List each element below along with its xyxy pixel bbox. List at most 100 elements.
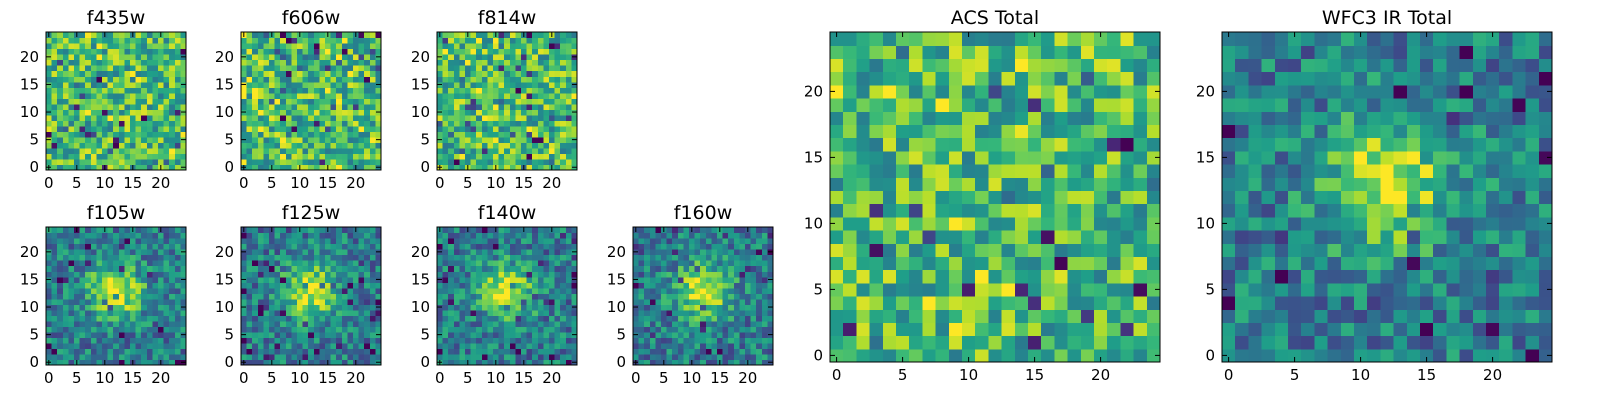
heatmap-cell	[336, 337, 343, 344]
heatmap-cell	[869, 282, 884, 297]
heatmap-cell	[526, 249, 533, 256]
heatmap-cell	[113, 243, 120, 250]
heatmap-cell	[107, 359, 114, 366]
heatmap-cell	[509, 32, 516, 39]
heatmap-cell	[649, 315, 656, 322]
heatmap-cell	[375, 142, 382, 149]
heatmap-cell	[481, 249, 488, 256]
heatmap-cell	[689, 326, 696, 333]
heatmap-cell	[158, 342, 165, 350]
heatmap-cell	[347, 54, 354, 61]
heatmap-cell	[1001, 335, 1016, 350]
heatmap-cell	[263, 65, 270, 72]
heatmap-cell	[280, 114, 287, 121]
heatmap-cell	[358, 43, 365, 50]
heatmap-cell	[269, 120, 276, 127]
heatmap-cell	[515, 120, 522, 127]
heatmap-cell	[118, 164, 125, 171]
heatmap-cell	[51, 147, 58, 155]
heatmap-cell	[364, 293, 371, 300]
heatmap-cell	[722, 232, 729, 239]
heatmap-cell	[532, 136, 539, 143]
heatmap-cell	[543, 59, 550, 66]
heatmap-cell	[655, 342, 662, 350]
heatmap-cell	[543, 254, 550, 261]
heatmap-cell	[274, 265, 281, 272]
heatmap-cell	[274, 359, 281, 366]
heatmap-cell	[459, 70, 466, 77]
heatmap-cell	[308, 32, 315, 39]
heatmap-cell	[672, 331, 679, 338]
heatmap-cell	[341, 298, 348, 305]
heatmap-cell	[672, 276, 679, 283]
heatmap-cell	[560, 147, 567, 155]
heatmap-cell	[135, 276, 142, 283]
heatmap-cell	[633, 298, 640, 305]
heatmap-cell	[644, 331, 651, 338]
heatmap-cell	[85, 109, 92, 116]
heatmap-cell	[325, 98, 332, 105]
heatmap-cell	[46, 309, 53, 316]
heatmap-cell	[280, 265, 287, 272]
heatmap-cell	[705, 287, 712, 294]
heatmap-cell	[739, 287, 746, 294]
heatmap-cell	[353, 293, 360, 300]
heatmap-cell	[146, 54, 153, 61]
heatmap-cell	[470, 125, 477, 132]
heatmap-cell	[705, 309, 712, 316]
heatmap-cell	[560, 232, 567, 239]
heatmap-cell	[565, 164, 572, 171]
heatmap-cell	[515, 109, 522, 116]
heatmap-cell	[274, 125, 281, 132]
heatmap-cell	[756, 282, 763, 289]
heatmap-cell	[85, 153, 92, 160]
heatmap-cell	[74, 304, 81, 311]
heatmap-cell	[158, 76, 165, 83]
heatmap-cell	[470, 232, 477, 239]
heatmap-cell	[257, 337, 264, 344]
heatmap-cell	[347, 76, 354, 83]
heatmap-cell	[347, 37, 354, 44]
heatmap-cell	[521, 276, 528, 283]
heatmap-cell	[353, 287, 360, 294]
heatmap-cell	[130, 353, 137, 361]
heatmap-cell	[1094, 322, 1108, 337]
heatmap-cell	[85, 142, 92, 149]
heatmap-cell	[364, 243, 371, 250]
heatmap-cell	[948, 282, 963, 297]
heatmap-cell	[130, 125, 137, 132]
heatmap-cell	[146, 103, 153, 110]
heatmap-cell	[532, 142, 539, 149]
heatmap-cell	[302, 249, 309, 256]
heatmap-cell	[141, 158, 148, 166]
x-tick-label: 20	[346, 174, 365, 192]
heatmap-cell	[113, 147, 120, 155]
heatmap-cell	[672, 353, 679, 361]
heatmap-cell	[504, 282, 511, 289]
heatmap-cell	[537, 232, 544, 239]
heatmap-cell	[280, 315, 287, 322]
heatmap-cell	[543, 304, 550, 311]
heatmap-cell	[453, 353, 460, 361]
heatmap-cell	[252, 238, 259, 245]
heatmap-cell	[481, 109, 488, 116]
heatmap-cell	[896, 177, 910, 191]
panel-title: f160w	[674, 202, 733, 224]
heatmap-cell	[470, 326, 477, 333]
heatmap-cell	[700, 337, 707, 344]
heatmap-cell	[347, 353, 354, 361]
heatmap-cell	[74, 276, 81, 283]
heatmap-cell	[118, 32, 125, 39]
heatmap-cell	[1146, 203, 1161, 218]
heatmap-cell	[313, 109, 320, 116]
heatmap-cell	[74, 136, 81, 143]
heatmap-cell	[297, 136, 304, 143]
heatmap-cell	[554, 65, 561, 72]
heatmap-cell	[269, 293, 276, 300]
heatmap-cell	[280, 48, 287, 55]
heatmap-cell	[51, 342, 58, 350]
heatmap-cell	[521, 114, 528, 121]
heatmap-cell	[633, 254, 640, 261]
heatmap-cell	[504, 276, 511, 283]
heatmap-cell	[1133, 243, 1148, 257]
